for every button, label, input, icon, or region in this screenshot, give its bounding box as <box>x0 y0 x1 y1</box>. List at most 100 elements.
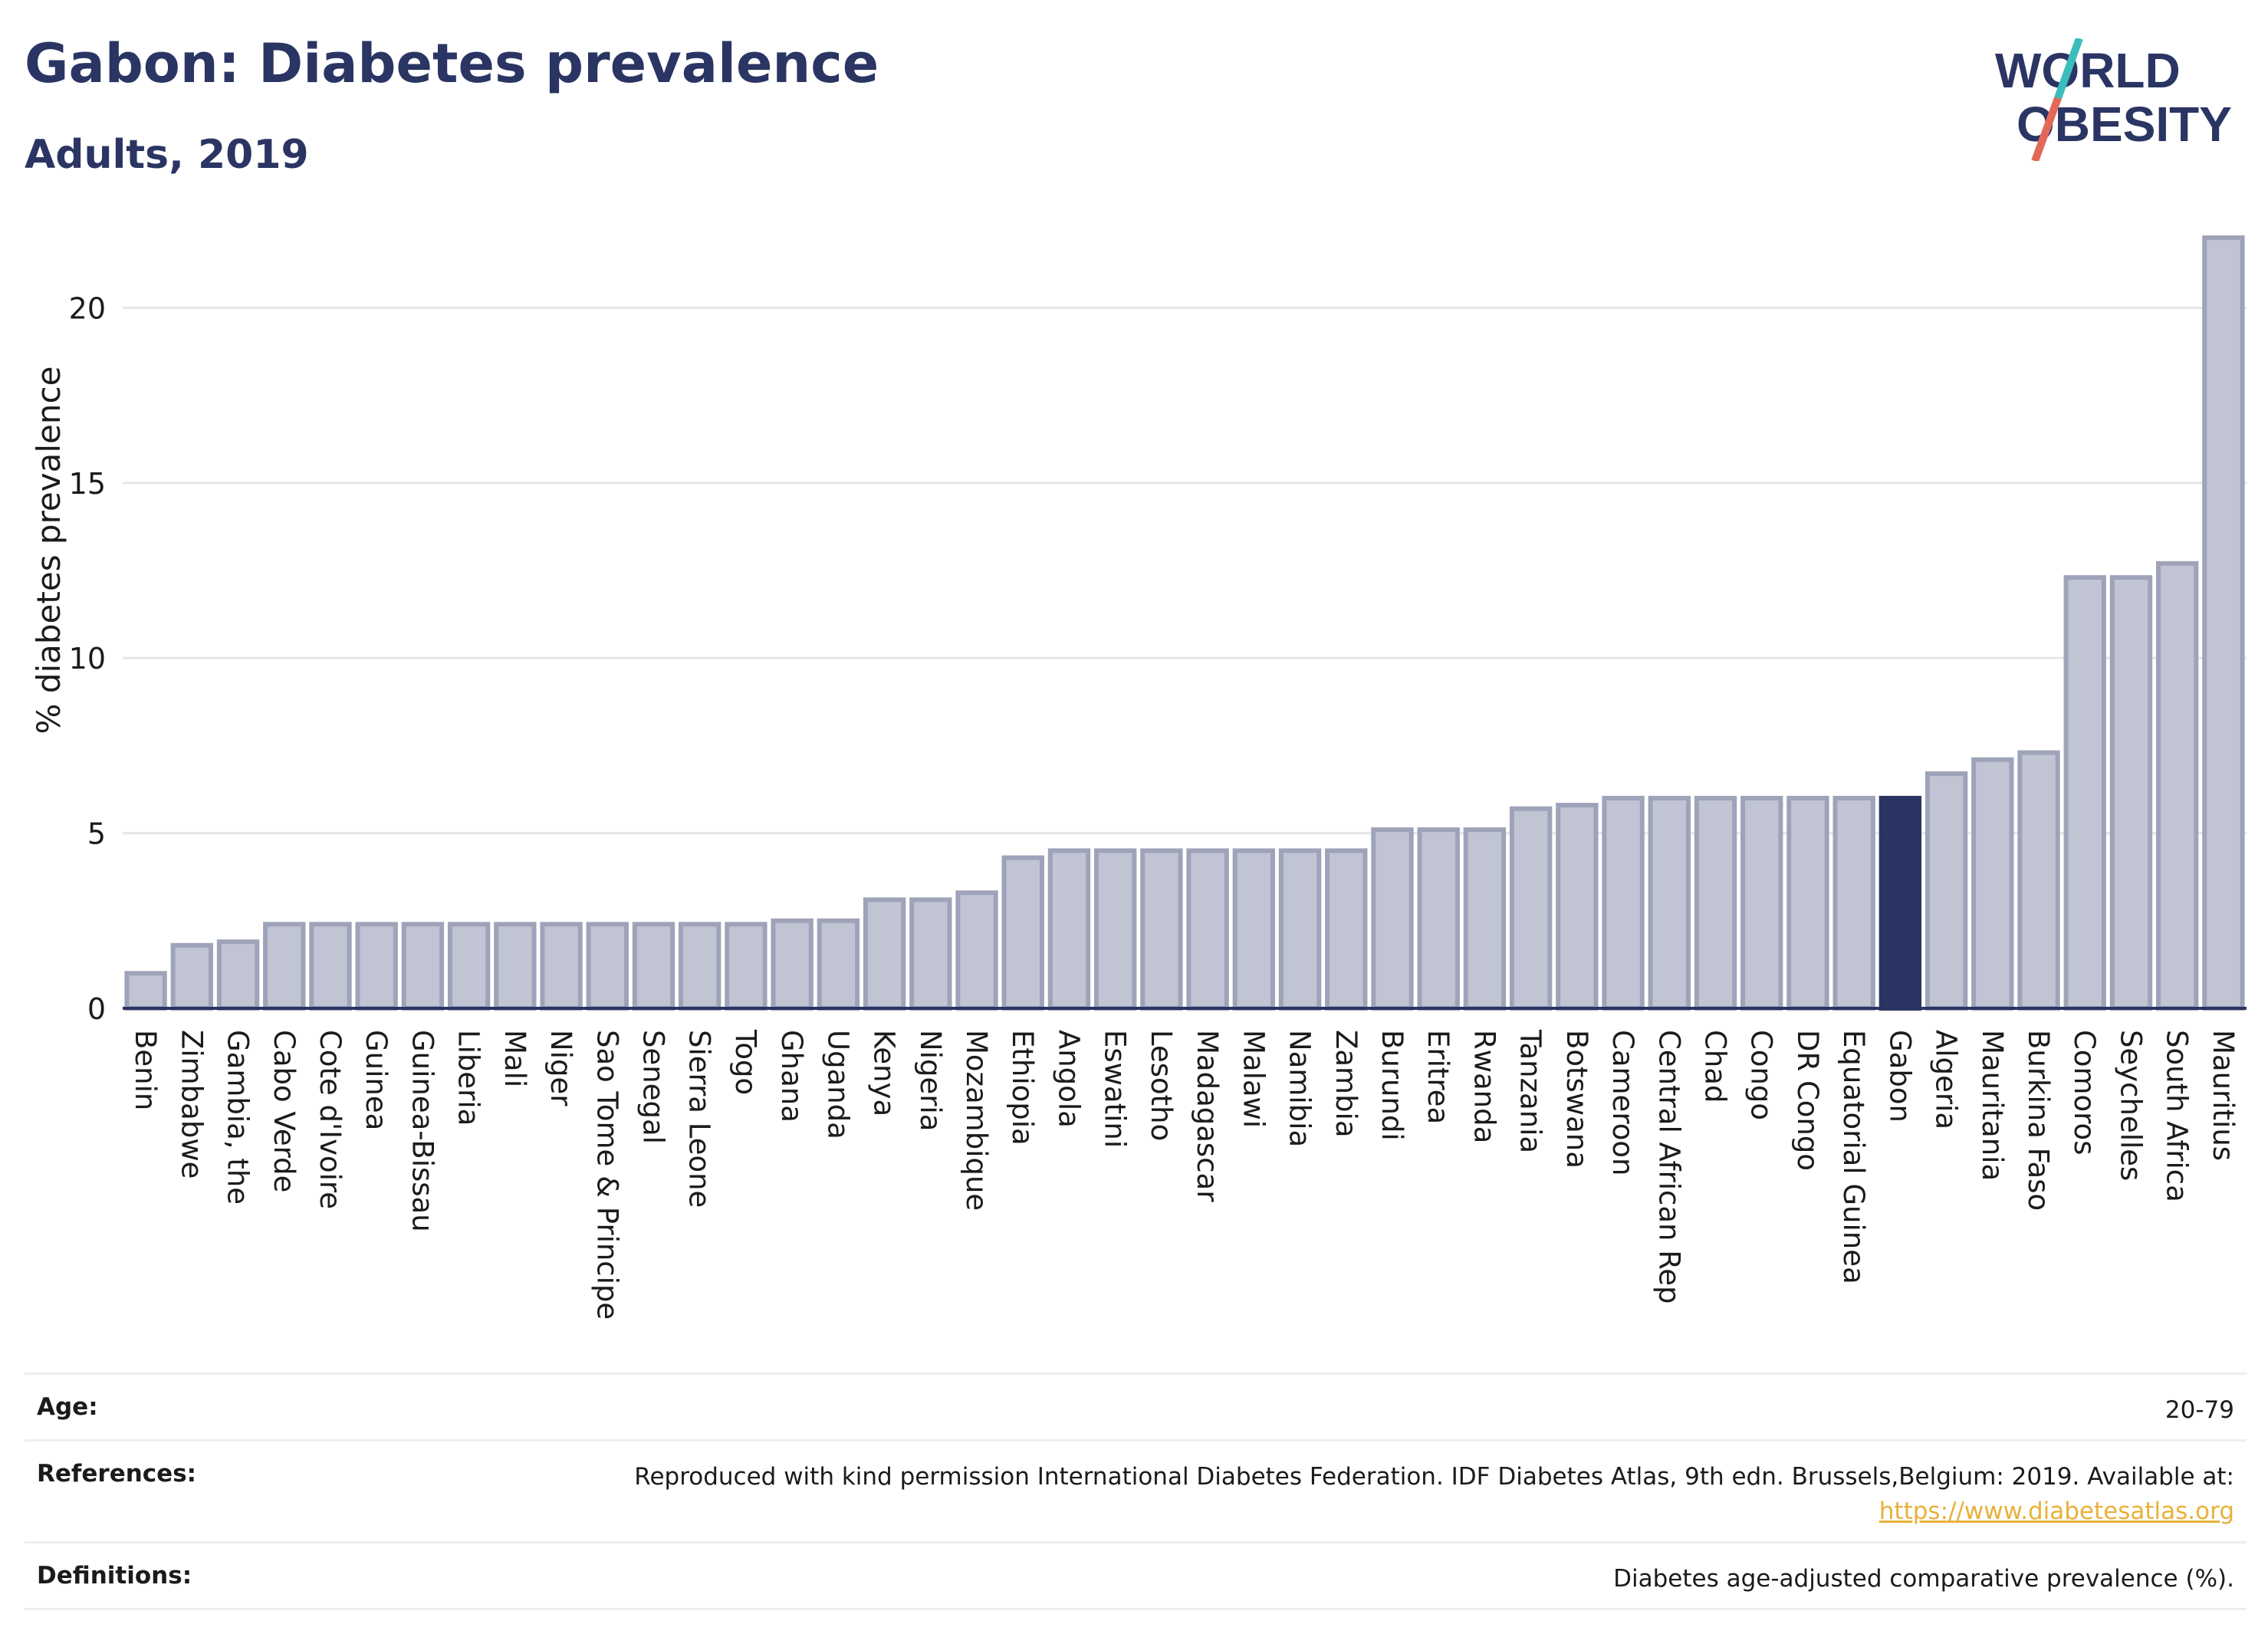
bar-guinea-bissau <box>401 922 445 1011</box>
x-tick-label: Angola <box>1052 1030 1085 1128</box>
age-label: Age: <box>37 1393 98 1421</box>
y-tick-label: 0 <box>87 992 106 1026</box>
x-tick-label: Central African Rep <box>1652 1030 1685 1304</box>
bar-kenya <box>863 897 906 1011</box>
x-tick-label: Algeria <box>1930 1030 1963 1129</box>
bar-liberia <box>447 922 491 1011</box>
x-tick-label: Benin <box>129 1030 162 1110</box>
x-tick-label: Cameroon <box>1606 1030 1639 1175</box>
x-tick-label: Eswatini <box>1099 1030 1132 1148</box>
x-tick-label: Namibia <box>1284 1030 1316 1147</box>
gridlines <box>123 306 2247 835</box>
bar-mauritius <box>2202 235 2245 1011</box>
x-tick-label: Gambia, the <box>222 1030 255 1205</box>
bar-zambia <box>1325 848 1368 1011</box>
bar-central-african-rep <box>1648 795 1691 1011</box>
bar-south-africa <box>2155 561 2199 1011</box>
references-label: References: <box>37 1460 197 1488</box>
y-axis-label: % diabetes prevalence <box>30 367 67 735</box>
x-tick-label: Comoros <box>2068 1030 2101 1155</box>
x-tick-label: South Africa <box>2161 1030 2194 1202</box>
bar-gambia-the <box>216 939 260 1011</box>
bar-dr-congo <box>1786 795 1829 1011</box>
logo-slash-bottom <box>2031 97 2062 161</box>
age-value: 20-79 <box>2164 1396 2234 1424</box>
bar-botswana <box>1556 803 1599 1011</box>
x-tick-label: Chad <box>1699 1030 1732 1103</box>
x-tick-label: Togo <box>729 1029 762 1095</box>
x-tick-label: Eritrea <box>1422 1030 1454 1124</box>
x-tick-label: Uganda <box>821 1030 854 1139</box>
bar-niger <box>540 922 583 1011</box>
x-tick-label: Niger <box>544 1030 577 1106</box>
bar-malawi <box>1232 848 1276 1011</box>
bar-burkina-faso <box>2017 750 2060 1011</box>
chart-title: Gabon: Diabetes prevalence <box>25 32 879 95</box>
x-tick-label: Equatorial Guinea <box>1837 1030 1870 1284</box>
x-axis-ticks: Benin Zimbabwe Gambia, the Cabo Verde Cote d… <box>129 1029 2240 1320</box>
bar-equatorial-guinea <box>1832 795 1875 1011</box>
x-tick-label: Lesotho <box>1145 1030 1178 1141</box>
x-tick-label: Guinea-Bissau <box>406 1030 439 1232</box>
bar-benin <box>124 971 167 1011</box>
x-tick-label: Cote d'Ivoire <box>314 1030 347 1209</box>
info-table: Age: 20-79 References: Reproduced with k… <box>25 1373 2247 1610</box>
x-tick-label: Zambia <box>1330 1030 1362 1138</box>
bar-uganda <box>817 918 860 1011</box>
x-tick-label: Burundi <box>1376 1030 1408 1141</box>
y-tick-label: 15 <box>69 467 106 501</box>
x-tick-label: Liberia <box>452 1030 485 1126</box>
bar-namibia <box>1278 848 1322 1011</box>
x-tick-label: Gabon <box>1883 1030 1916 1123</box>
x-tick-label: Zimbabwe <box>175 1030 208 1179</box>
x-tick-label: Sao Tome & Principe <box>590 1030 623 1320</box>
bar-angola <box>1047 848 1091 1011</box>
x-tick-label: Sierra Leone <box>683 1030 716 1208</box>
bar-eritrea <box>1417 827 1460 1011</box>
x-tick-label: Mali <box>498 1030 531 1087</box>
x-tick-label: Botswana <box>1560 1030 1593 1169</box>
x-tick-label: Cabo Verde <box>268 1030 301 1192</box>
bar-togo <box>725 922 768 1011</box>
bar-cabo-verde <box>263 922 306 1011</box>
bar-eswatini <box>1093 848 1137 1011</box>
bar-cote-d-ivoire <box>309 922 352 1011</box>
y-tick-label: 5 <box>87 817 106 851</box>
bar-tanzania <box>1509 806 1553 1011</box>
info-row-references: References: Reproduced with kind permiss… <box>25 1439 2247 1541</box>
definitions-value: Diabetes age-adjusted comparative preval… <box>1613 1565 2234 1593</box>
x-tick-label: Madagascar <box>1191 1030 1224 1202</box>
bar-madagascar <box>1186 848 1229 1011</box>
x-tick-label: Congo <box>1745 1030 1778 1120</box>
bar-chad <box>1694 795 1737 1011</box>
bar-chart: 0 5 10 15 20 Benin Zimbabwe Gambia, the Cabo Ve… <box>0 215 2268 1350</box>
references-link[interactable]: https://www.diabetesatlas.org <box>1878 1497 2234 1525</box>
bar-sao-tome-principe <box>586 922 629 1011</box>
bar-mali <box>494 922 537 1011</box>
world-obesity-logo: WORLD OBESITY <box>1994 38 2247 161</box>
y-axis-ticks: 0 5 10 15 20 <box>69 291 106 1026</box>
references-value: Reproduced with kind permission Internat… <box>634 1460 2234 1529</box>
bars <box>124 235 2245 1011</box>
x-tick-label: Ethiopia <box>1006 1030 1039 1146</box>
x-tick-label: Kenya <box>868 1030 901 1116</box>
logo-slash-top <box>2054 38 2083 100</box>
references-text: Reproduced with kind permission Internat… <box>634 1463 2234 1491</box>
bar-lesotho <box>1140 848 1183 1011</box>
x-tick-label: Nigeria <box>914 1030 947 1131</box>
bar-mauritania <box>1971 757 2014 1011</box>
chart-subtitle: Adults, 2019 <box>25 132 309 178</box>
x-tick-label: Burkina Faso <box>2022 1030 2055 1211</box>
y-tick-label: 10 <box>69 642 106 676</box>
logo-line1: WORLD <box>1995 43 2181 98</box>
bar-cameroon <box>1602 795 1645 1011</box>
bar-seychelles <box>2109 575 2153 1011</box>
info-row-definitions: Definitions: Diabetes age-adjusted compa… <box>25 1541 2247 1610</box>
x-tick-label: Rwanda <box>1468 1030 1500 1143</box>
info-row-age: Age: 20-79 <box>25 1373 2247 1439</box>
bar-senegal <box>632 922 675 1011</box>
bar-ethiopia <box>1001 855 1044 1011</box>
bar-sierra-leone <box>679 922 721 1011</box>
x-tick-label: Guinea <box>360 1030 393 1130</box>
bar-mozambique <box>955 890 998 1011</box>
